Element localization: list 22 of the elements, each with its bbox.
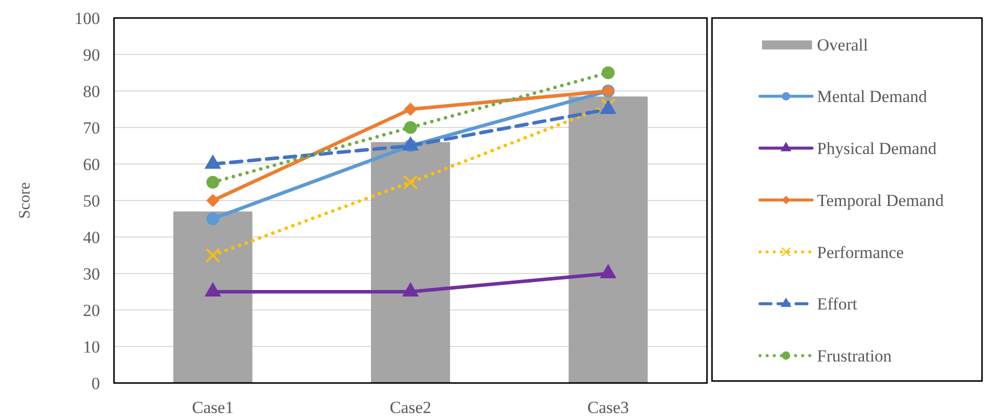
legend-label: Overall — [817, 35, 868, 54]
y-tick-label: 0 — [92, 374, 100, 393]
legend-label: Frustration — [817, 346, 892, 366]
y-tick-label: 60 — [83, 154, 100, 174]
y-tick-label: 30 — [83, 264, 100, 284]
legend-label: Effort — [817, 294, 858, 314]
x-tick-label: Case1 — [192, 398, 234, 416]
y-tick-label: 20 — [83, 300, 100, 320]
y-tick-label: 90 — [83, 45, 100, 64]
x-tick-label: Case2 — [390, 398, 432, 416]
y-tick-label: 100 — [74, 8, 100, 28]
y-tick-label: 80 — [83, 82, 100, 101]
y-tick-label: 10 — [83, 337, 100, 356]
legend-label: Temporal Demand — [817, 190, 944, 210]
x-tick-label: Case3 — [587, 398, 629, 416]
legend-label: Physical Demand — [817, 139, 937, 158]
y-tick-label: 50 — [83, 191, 100, 210]
y-tick-label: 40 — [83, 228, 100, 247]
y-axis-title: Score — [16, 182, 34, 219]
y-tick-label: 70 — [83, 118, 100, 138]
legend-label: Performance — [817, 242, 904, 262]
legend-label: Mental Demand — [817, 87, 928, 106]
